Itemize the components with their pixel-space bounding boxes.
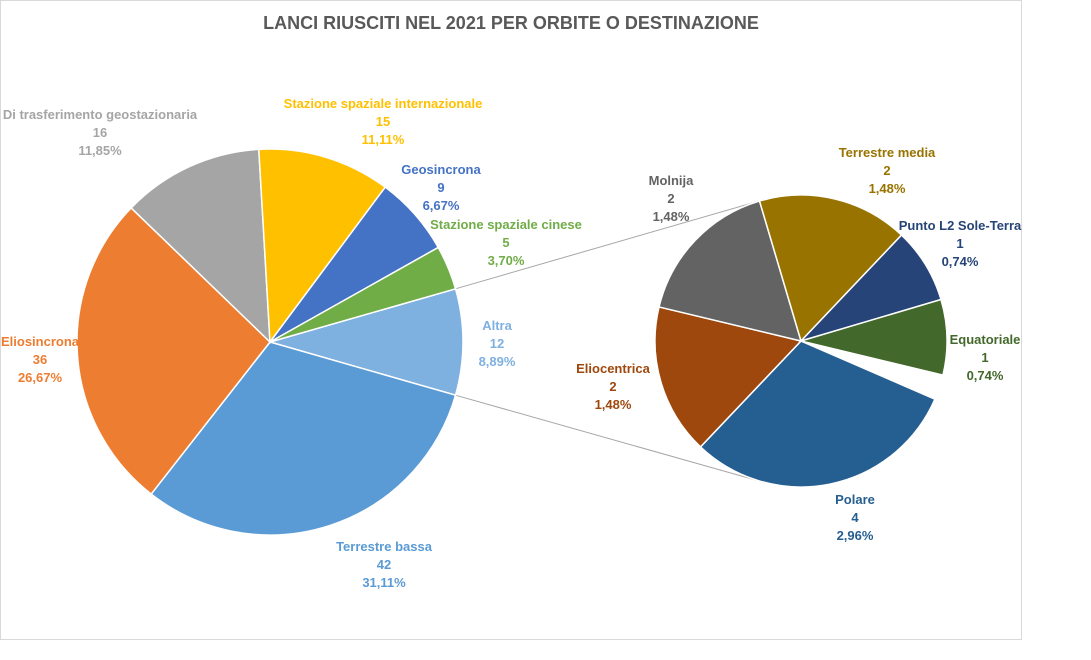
data-label-percent: 0,74% <box>942 254 979 269</box>
main-slice-altra <box>267 287 464 397</box>
secondary-slice-polare <box>699 340 936 488</box>
data-label-value: 36 <box>33 352 47 367</box>
main-slice-stazione-spaziale-cinese <box>269 246 457 343</box>
data-label-name: Polare <box>835 492 875 507</box>
data-label-terrestre-bassa: Terrestre bassa 42 31,11% <box>336 539 433 590</box>
data-label-percent: 26,67% <box>18 370 63 385</box>
data-label-value: 15 <box>376 114 390 129</box>
data-label-percent: 6,67% <box>423 198 460 213</box>
data-label-percent: 1,48% <box>869 181 906 196</box>
data-label-percent: 11,11% <box>362 132 405 147</box>
secondary-pie <box>654 194 948 488</box>
data-label-percent: 11,85% <box>78 143 122 158</box>
data-label-di-trasferimento-geostazionaria: Di trasferimento geostazionaria 16 11,85% <box>3 107 198 158</box>
data-label-name: Stazione spaziale internazionale <box>284 96 483 111</box>
main-slice-stazione-spaziale-internazionale <box>257 148 387 345</box>
data-label-punto-l2-sole-terra: Punto L2 Sole-Terra 1 0,74% <box>899 218 1022 269</box>
data-label-percent: 1,48% <box>595 397 632 412</box>
data-label-eliocentrica: Eliocentrica 2 1,48% <box>576 361 650 412</box>
data-label-stazione-spaziale-internazionale: Stazione spaziale internazionale 15 11,11% <box>284 96 483 147</box>
data-label-percent: 8,89% <box>479 354 516 369</box>
data-label-molnija: Molnija 2 1,48% <box>649 173 695 224</box>
data-label-value: 5 <box>502 235 509 250</box>
data-label-name: Eliocentrica <box>576 361 650 376</box>
data-label-value: 9 <box>437 180 444 195</box>
data-label-value: 2 <box>609 379 616 394</box>
data-label-equatoriale: Equatoriale 1 0,74% <box>950 332 1021 383</box>
data-labels: Terrestre bassa 42 31,11%Eliosincrona 36 26,… <box>1 96 1022 590</box>
data-label-eliosincrona: Eliosincrona 36 26,67% <box>1 334 80 385</box>
data-label-percent: 1,48% <box>653 209 690 224</box>
data-label-percent: 0,74% <box>967 368 1004 383</box>
secondary-slice-equatoriale <box>798 298 948 376</box>
data-label-name: Punto L2 Sole-Terra <box>899 218 1022 233</box>
data-label-value: 4 <box>851 510 859 525</box>
data-label-value: 1 <box>981 350 988 365</box>
data-label-terrestre-media: Terrestre media 2 1,48% <box>839 145 936 196</box>
data-label-value: 2 <box>883 163 890 178</box>
data-label-name: Geosincrona <box>401 162 481 177</box>
data-label-name: Molnija <box>649 173 695 188</box>
main-slice-eliosincrona <box>76 206 272 496</box>
data-label-value: 1 <box>956 236 963 251</box>
secondary-slice-eliocentrica <box>654 306 803 448</box>
main-pie <box>76 148 464 536</box>
connector-line-bottom <box>455 394 767 484</box>
data-label-name: Eliosincrona <box>1 334 80 349</box>
secondary-slice-molnija <box>658 200 803 343</box>
secondary-slice-terrestre-media <box>758 194 903 343</box>
connector-lines <box>455 198 767 484</box>
data-label-name: Terrestre bassa <box>336 539 433 554</box>
data-label-value: 12 <box>490 336 504 351</box>
main-slice-terrestre-bassa <box>150 341 457 536</box>
data-label-name: Stazione spaziale cinese <box>430 217 582 232</box>
main-slice-di-trasferimento-geostazionaria <box>130 148 271 344</box>
data-label-name: Altra <box>482 318 512 333</box>
data-label-percent: 3,70% <box>488 253 525 268</box>
chart-title: LANCI RIUSCITI NEL 2021 PER ORBITE O DES… <box>263 13 759 33</box>
data-label-stazione-spaziale-cinese: Stazione spaziale cinese 5 3,70% <box>430 217 582 268</box>
data-label-value: 16 <box>93 125 107 140</box>
data-label-geosincrona: Geosincrona 9 6,67% <box>401 162 481 213</box>
data-label-value: 42 <box>377 557 391 572</box>
connector-line-top <box>455 198 767 290</box>
data-label-name: Equatoriale <box>950 332 1021 347</box>
data-label-name: Di trasferimento geostazionaria <box>3 107 198 122</box>
data-label-polare: Polare 4 2,96% <box>835 492 875 543</box>
data-label-percent: 31,11% <box>362 575 406 590</box>
data-label-percent: 2,96% <box>837 528 874 543</box>
data-label-value: 2 <box>667 191 674 206</box>
data-label-altra: Altra 12 8,89% <box>479 318 516 369</box>
data-label-name: Terrestre media <box>839 145 936 160</box>
